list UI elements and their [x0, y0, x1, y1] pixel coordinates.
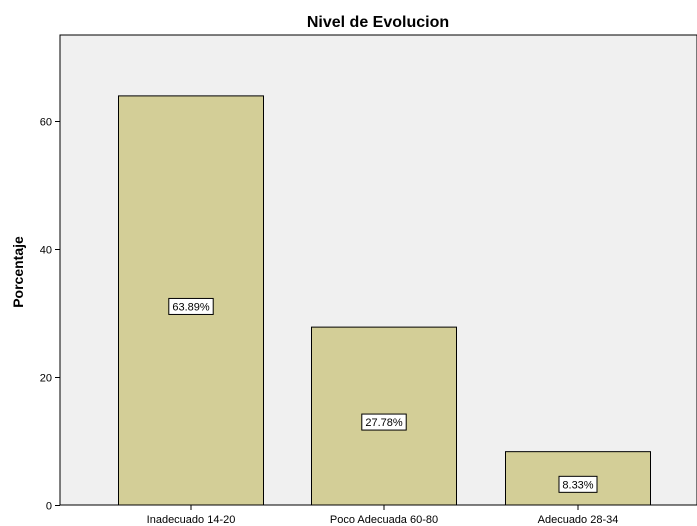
data-label: 8.33%: [562, 479, 593, 491]
x-axis: Inadecuado 14-20 Poco Adecuada 60-80 Adecu…: [147, 505, 619, 526]
x-tick-label: Poco Adecuada 60-80: [330, 514, 438, 526]
x-tick-label: Adecuado 28-34: [538, 514, 619, 526]
chart-title: Nivel de Evolucion: [307, 14, 449, 31]
y-axis-title: Porcentaje: [10, 236, 26, 308]
data-label: 63.89%: [172, 301, 210, 313]
data-label-box: [558, 475, 598, 493]
x-tick-label: Inadecuado 14-20: [147, 514, 236, 526]
data-label-box: [361, 413, 407, 431]
y-tick-label: 0: [46, 501, 52, 513]
y-axis: 0 20 40 60: [40, 117, 60, 513]
y-tick-label: 60: [40, 117, 52, 129]
y-tick-label: 40: [40, 245, 52, 257]
data-label: 27.78%: [365, 417, 403, 429]
data-label-box: [168, 297, 214, 315]
bars: 63.89% 27.78% 8.33%: [118, 95, 651, 506]
y-tick-label: 20: [40, 373, 52, 385]
